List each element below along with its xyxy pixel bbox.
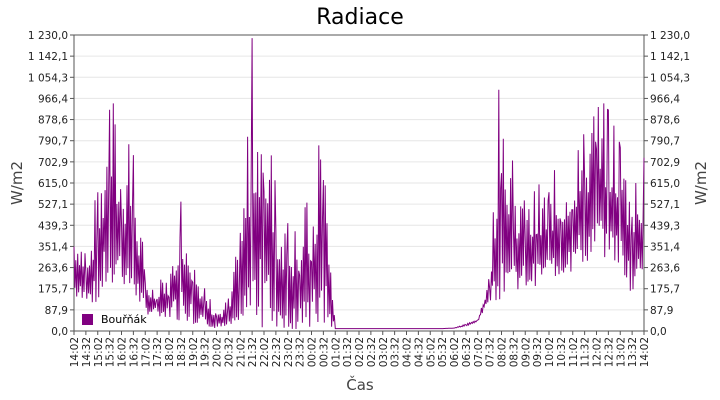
x-tick-label: 12:02 (592, 337, 604, 367)
x-tick-label: 08:32 (508, 337, 520, 367)
y-axis-right: 0,0 87,9 175,7 263,6 351,4 439,3 527,1 615,0 702… (644, 30, 690, 338)
x-tick-label: 11:02 (568, 337, 580, 367)
y-tick-label-right: 1 230,0 (650, 30, 690, 42)
x-tick-label: 04:02 (402, 337, 414, 367)
x-tick-label: 14:32 (81, 337, 93, 367)
y-axis-title-left: W/m2 (8, 161, 26, 205)
x-tick-label: 05:02 (425, 337, 437, 367)
x-tick-label: 18:32 (176, 337, 188, 367)
y-tick-label-left: 702,9 (38, 157, 68, 169)
y-tick-label-left: 1 054,3 (28, 72, 68, 84)
x-tick-label: 14:02 (69, 337, 81, 367)
x-tick-label: 23:02 (283, 337, 295, 367)
y-tick-label-right: 0,0 (650, 326, 667, 338)
x-tick-label: 03:32 (390, 337, 402, 367)
x-tick-label: 01:32 (342, 337, 354, 367)
x-tick-label: 16:02 (117, 337, 129, 367)
x-tick-label: 19:32 (200, 337, 212, 367)
y-tick-label-right: 878,6 (650, 115, 680, 127)
y-tick-label-right: 175,7 (650, 284, 680, 296)
y-tick-label-right: 790,7 (650, 136, 680, 148)
y-tick-label-left: 263,6 (38, 263, 68, 275)
x-tick-label: 11:32 (580, 337, 592, 367)
y-tick-label-left: 175,7 (38, 284, 68, 296)
y-tick-label-right: 351,4 (650, 241, 680, 253)
y-tick-label-left: 87,9 (45, 305, 68, 317)
x-tick-label: 17:02 (140, 337, 152, 367)
x-tick-label: 15:32 (105, 337, 117, 367)
x-tick-label: 20:02 (212, 337, 224, 367)
x-tick-label: 07:02 (473, 337, 485, 367)
chart-title: Radiace (316, 5, 403, 30)
x-tick-label: 09:02 (520, 337, 532, 367)
x-tick-label: 22:32 (271, 337, 283, 367)
x-tick-label: 00:32 (318, 337, 330, 367)
y-tick-label-right: 527,1 (650, 199, 680, 211)
y-tick-label-left: 615,0 (38, 178, 68, 190)
x-tick-label: 13:02 (615, 337, 627, 367)
y-tick-label-right: 263,6 (650, 263, 680, 275)
legend-label: Bouřňák (101, 313, 147, 326)
x-tick-label: 03:02 (378, 337, 390, 367)
x-tick-label: 22:02 (259, 337, 271, 367)
y-axis-title-right: W/m2 (692, 161, 710, 205)
y-tick-label-left: 351,4 (38, 241, 68, 253)
x-axis-title: Čas (346, 375, 374, 394)
x-axis: 14:02 14:32 15:02 15:32 16:02 16:32 17:02 17:32… (69, 331, 651, 367)
y-tick-label-right: 1 054,3 (650, 72, 690, 84)
y-tick-label-right: 702,9 (650, 157, 680, 169)
x-tick-label: 09:32 (532, 337, 544, 367)
x-tick-label: 08:02 (497, 337, 509, 367)
x-tick-label: 05:32 (437, 337, 449, 367)
x-tick-label: 23:32 (295, 337, 307, 367)
x-tick-label: 14:02 (639, 337, 651, 367)
x-tick-label: 02:02 (354, 337, 366, 367)
x-tick-label: 04:32 (413, 337, 425, 367)
x-tick-label: 12:32 (603, 337, 615, 367)
x-tick-label: 21:02 (235, 337, 247, 367)
x-tick-label: 07:32 (485, 337, 497, 367)
x-tick-label: 06:32 (461, 337, 473, 367)
x-tick-label: 10:32 (556, 337, 568, 367)
y-tick-label-left: 790,7 (38, 136, 68, 148)
x-tick-label: 10:02 (544, 337, 556, 367)
y-tick-label-left: 1 142,1 (28, 51, 68, 63)
x-tick-label: 20:32 (223, 337, 235, 367)
y-tick-label-left: 527,1 (38, 199, 68, 211)
y-tick-label-left: 439,3 (38, 220, 68, 232)
series-layer (73, 38, 645, 330)
x-tick-label: 01:02 (330, 337, 342, 367)
x-tick-label: 13:32 (627, 337, 639, 367)
x-tick-label: 15:02 (93, 337, 105, 367)
y-tick-label-left: 966,4 (38, 93, 68, 105)
x-tick-label: 00:02 (307, 337, 319, 367)
y-tick-label-left: 878,6 (38, 115, 68, 127)
y-tick-label-right: 966,4 (650, 93, 680, 105)
y-tick-label-right: 615,0 (650, 178, 680, 190)
y-axis-left: 0,0 87,9 175,7 263,6 351,4 439,3 527,1 615,0 702… (28, 30, 74, 338)
y-tick-label-right: 1 142,1 (650, 51, 690, 63)
x-tick-label: 19:02 (188, 337, 200, 367)
y-tick-label-left: 0,0 (51, 326, 68, 338)
y-tick-label-left: 1 230,0 (28, 30, 68, 42)
x-tick-label: 06:02 (449, 337, 461, 367)
series-line (73, 38, 645, 330)
x-tick-label: 21:32 (247, 337, 259, 367)
x-tick-label: 18:02 (164, 337, 176, 367)
chart-grid (74, 55, 644, 311)
x-tick-label: 02:32 (366, 337, 378, 367)
y-tick-label-right: 87,9 (650, 305, 673, 317)
x-tick-label: 17:32 (152, 337, 164, 367)
legend-swatch (82, 314, 93, 325)
x-tick-label: 16:32 (128, 337, 140, 367)
y-tick-label-right: 439,3 (650, 220, 680, 232)
legend: Bouřňák (82, 313, 147, 326)
